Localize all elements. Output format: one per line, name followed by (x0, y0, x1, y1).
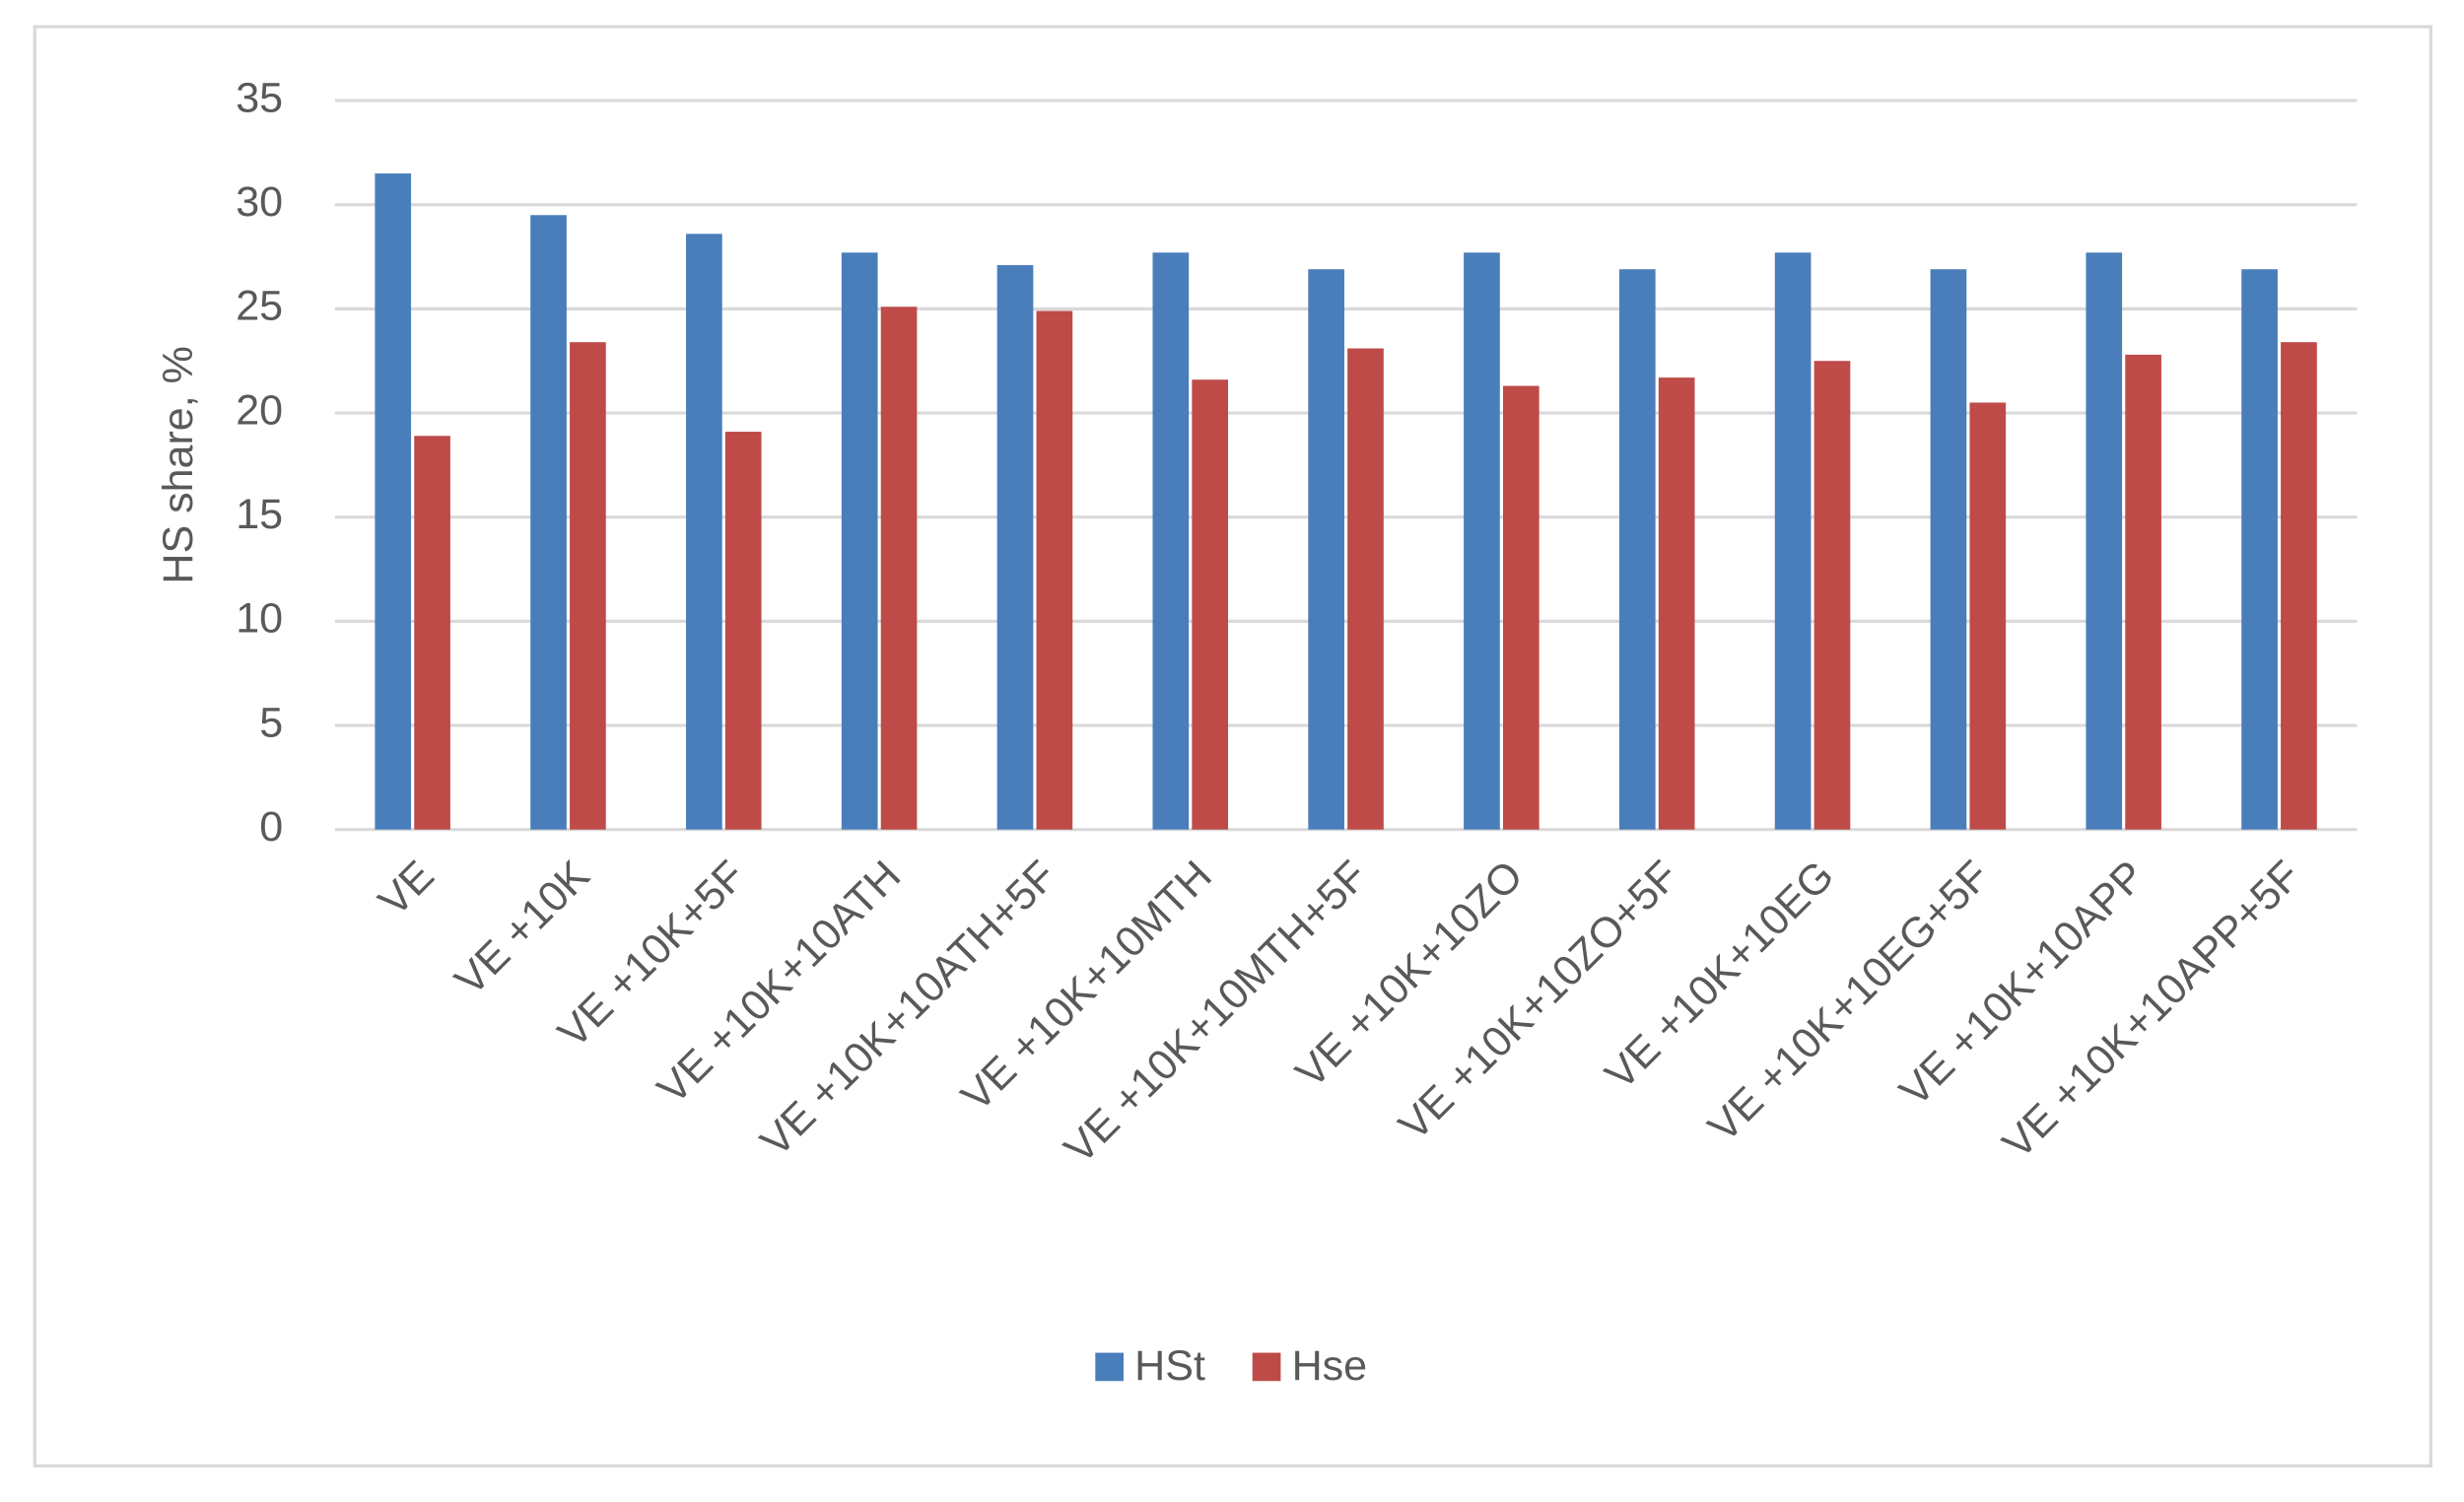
y-tick-label: 30 (236, 178, 283, 226)
bar (724, 432, 762, 830)
bar (1930, 269, 1967, 830)
bar (1192, 379, 1229, 830)
bar (570, 342, 606, 830)
bar (2125, 354, 2161, 830)
y-tick-label: 0 (259, 803, 283, 851)
bar (1347, 348, 1384, 830)
bar (414, 436, 450, 830)
bar (2281, 342, 2317, 830)
legend-swatch (1252, 1352, 1281, 1382)
y-tick-label: 25 (236, 283, 283, 330)
bar (1502, 385, 1540, 830)
bar (1308, 269, 1344, 830)
bar (530, 215, 567, 830)
bar (686, 234, 722, 830)
bar (1969, 402, 2007, 830)
bar (2086, 252, 2123, 830)
bar (375, 172, 412, 830)
bar (1036, 310, 1073, 830)
bar (1152, 252, 1190, 830)
y-tick-label: 35 (236, 74, 283, 121)
y-axis-title: HS share, % (155, 346, 202, 584)
y-tick-label: 15 (236, 491, 283, 538)
y-tick-label: 20 (236, 386, 283, 434)
legend-swatch (1095, 1352, 1125, 1382)
bar (1618, 269, 1656, 830)
bar (880, 307, 918, 830)
bar (1464, 252, 1500, 830)
legend-label: Hse (1292, 1342, 1368, 1390)
bar (1774, 252, 1812, 830)
bar (2241, 269, 2278, 830)
bar (841, 252, 878, 830)
legend-label: HSt (1134, 1342, 1205, 1390)
y-tick-label: 10 (236, 595, 283, 643)
bar (996, 264, 1034, 830)
bar (1658, 377, 1695, 830)
y-tick-label: 5 (259, 699, 283, 746)
bar (1814, 361, 1851, 830)
